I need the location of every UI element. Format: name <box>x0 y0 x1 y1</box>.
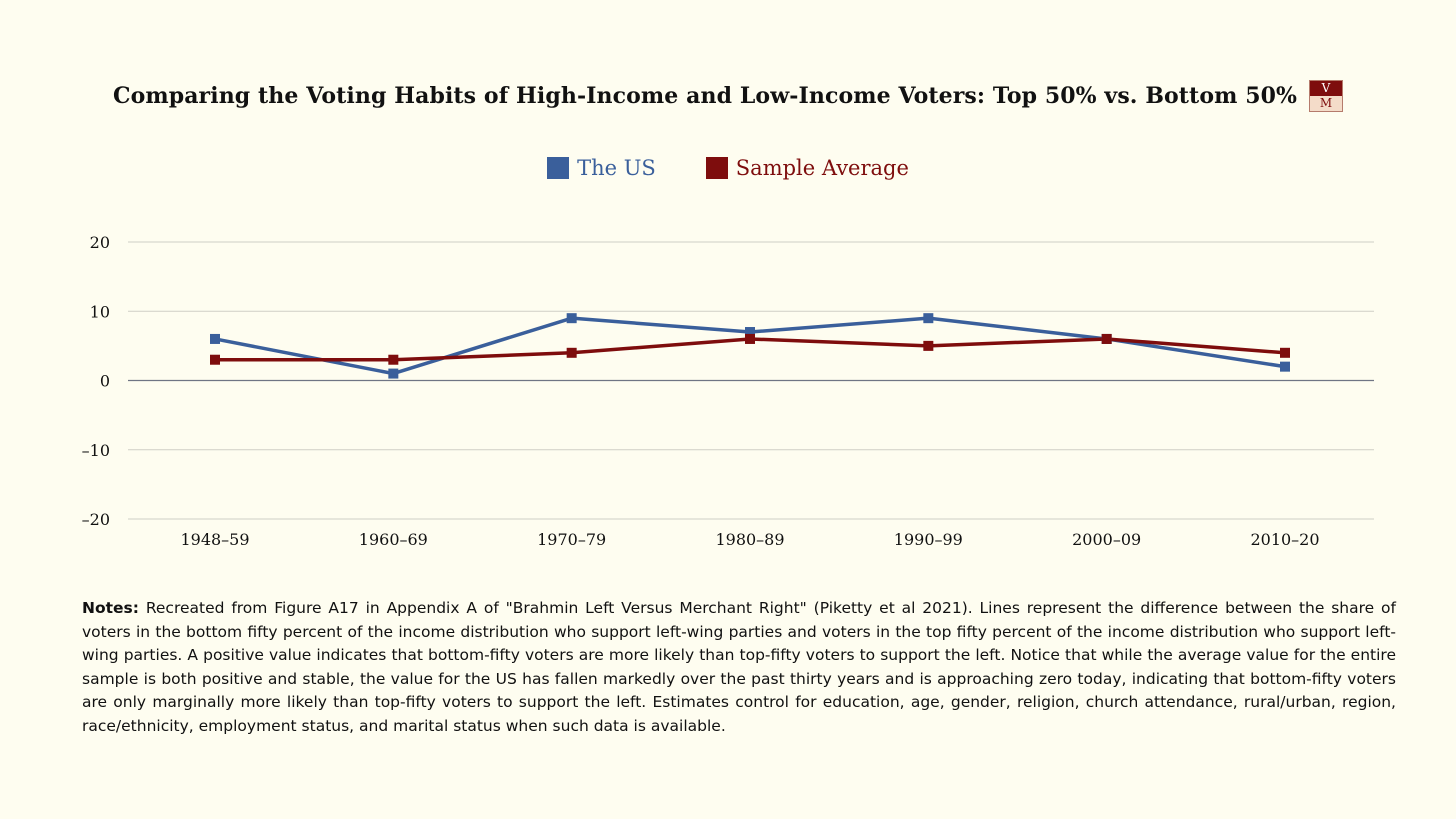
vm-logo: V M <box>1309 80 1344 112</box>
notes-label: Notes: <box>82 599 139 617</box>
legend-label-sample: Sample Average <box>735 156 909 180</box>
legend-item-us: The US <box>547 156 656 180</box>
line-chart: 20 10 0 –10 –20 1948–59 1960–69 1970–79 1980–89 1… <box>82 233 1374 549</box>
x-tick-label: 2010–20 <box>1250 530 1319 549</box>
series-sample-average-point <box>1101 333 1112 344</box>
x-tick-label: 2000–09 <box>1072 530 1141 549</box>
chart-title-text: Comparing the Voting Habits of High-Inco… <box>112 83 1298 109</box>
series-us-point <box>1280 361 1290 372</box>
series-sample-average-point <box>745 333 755 344</box>
series-us-point <box>210 333 220 344</box>
vm-logo-bottom: M <box>1310 96 1343 111</box>
y-tick-label: –20 <box>82 510 110 529</box>
legend-swatch-us <box>547 157 570 179</box>
series-sample-average-point <box>210 354 220 365</box>
series-sample-average-point <box>388 354 399 365</box>
y-tick-label: 20 <box>90 233 110 252</box>
y-tick-label: 10 <box>90 302 110 321</box>
series-us-line <box>214 316 1286 376</box>
y-tick-label: 0 <box>100 372 110 391</box>
series-sample-average-point <box>1280 347 1290 358</box>
series-sample-average-point <box>923 340 934 351</box>
chart-notes: Notes: Recreated from Figure A17 in Appe… <box>82 597 1396 739</box>
x-tick-label: 1980–89 <box>715 530 784 549</box>
series-us-point <box>923 313 934 324</box>
series-us-point <box>388 368 399 379</box>
x-tick-label: 1990–99 <box>894 530 963 549</box>
chart-legend: The US Sample Average <box>0 156 1456 180</box>
series-us-point <box>745 327 755 338</box>
series-sample-average-point <box>566 347 577 358</box>
series-us-point <box>566 313 577 324</box>
legend-label-us: The US <box>577 156 656 180</box>
x-tick-label: 1970–79 <box>537 530 606 549</box>
y-tick-label: –10 <box>82 441 110 460</box>
notes-text: Recreated from Figure A17 in Appendix A … <box>82 599 1396 735</box>
chart-title: Comparing the Voting Habits of High-Inco… <box>0 80 1456 112</box>
vm-logo-top: V <box>1310 81 1343 96</box>
x-tick-label: 1960–69 <box>359 530 428 549</box>
legend-swatch-sample <box>705 157 728 179</box>
x-tick-label: 1948–59 <box>180 530 249 549</box>
legend-item-sample: Sample Average <box>705 156 909 180</box>
